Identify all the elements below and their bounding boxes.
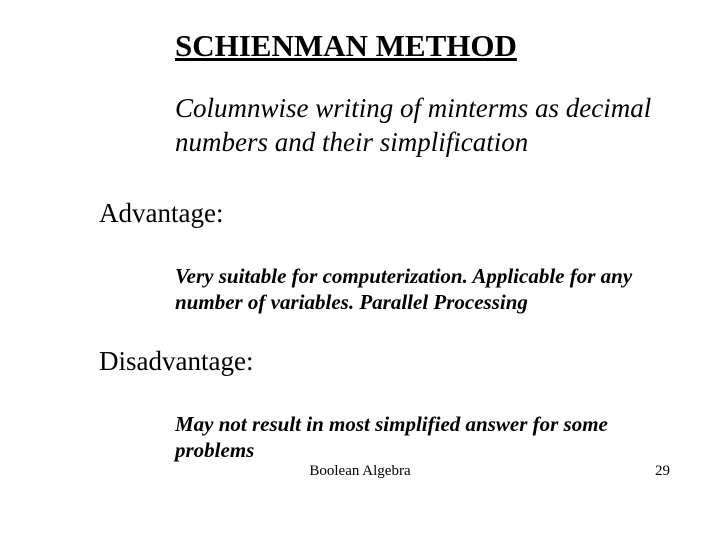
disadvantage-label: Disadvantage: [99,346,253,377]
page-number: 29 [655,463,670,480]
disadvantage-body: May not result in most simplified answer… [175,411,680,464]
slide-subtitle: Columnwise writing of minterms as decima… [175,92,695,160]
footer-center-text: Boolean Algebra [0,463,720,480]
slide: SCHIENMAN METHOD Columnwise writing of m… [0,0,720,540]
advantage-body: Very suitable for computerization. Appli… [175,263,680,316]
advantage-label: Advantage: [99,198,223,229]
slide-title: SCHIENMAN METHOD [175,28,517,64]
